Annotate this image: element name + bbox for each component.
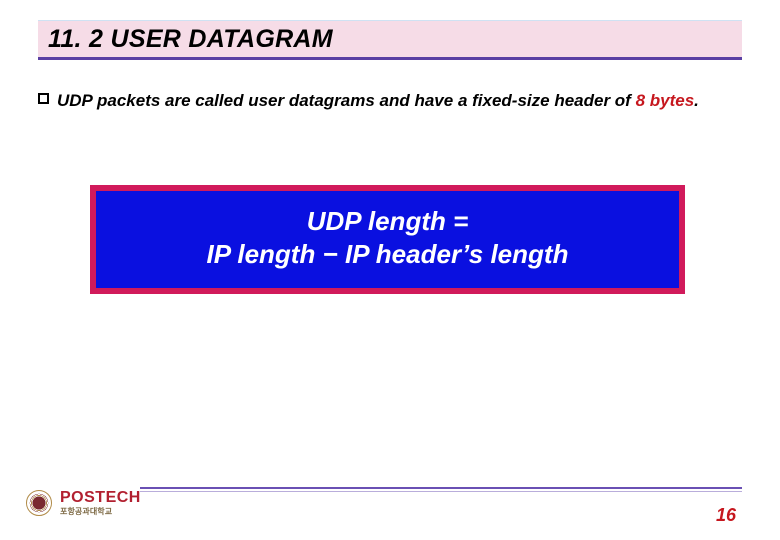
title-bar: 11. 2 USER DATAGRAM <box>38 20 742 57</box>
bullet-item: UDP packets are called user datagrams an… <box>38 90 742 111</box>
bullet-text-pre: UDP packets are called user datagrams an… <box>57 91 636 110</box>
formula-inner: UDP length = IP length − IP header’s len… <box>96 191 679 288</box>
bullet-text-post: . <box>694 91 699 110</box>
title-region: 11. 2 USER DATAGRAM <box>38 20 742 60</box>
formula-box: UDP length = IP length − IP header’s len… <box>90 185 685 294</box>
footer-separator <box>140 487 742 492</box>
brand: POSTECH 포항공과대학교 <box>26 490 141 516</box>
bullet-list: UDP packets are called user datagrams an… <box>38 90 742 111</box>
section-title: 11. 2 USER DATAGRAM <box>48 25 732 54</box>
slide: 11. 2 USER DATAGRAM UDP packets are call… <box>0 0 780 540</box>
bullet-text: UDP packets are called user datagrams an… <box>57 90 699 111</box>
brand-text: POSTECH 포항공과대학교 <box>60 490 141 516</box>
bullet-text-highlight: 8 bytes <box>636 91 695 110</box>
formula-line-1: UDP length = <box>106 205 669 238</box>
title-underline <box>38 57 742 60</box>
brand-subtitle: 포항공과대학교 <box>60 508 141 516</box>
page-number: 16 <box>716 505 736 526</box>
brand-name: POSTECH <box>60 490 141 506</box>
square-bullet-icon <box>38 93 49 104</box>
formula-line-2: IP length − IP header’s length <box>106 238 669 271</box>
brand-emblem-icon <box>26 490 52 516</box>
